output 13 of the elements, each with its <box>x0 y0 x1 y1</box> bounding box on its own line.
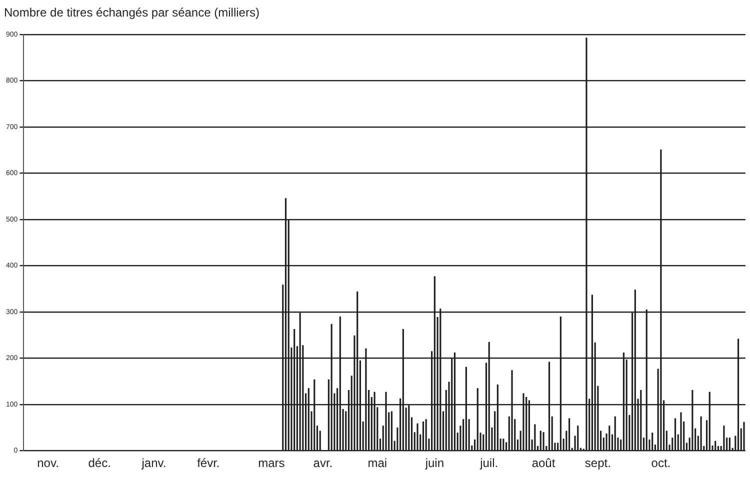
x-tick-label: déc. <box>88 456 111 470</box>
x-tick-label: juil. <box>479 456 498 470</box>
x-tick-label: mai <box>368 456 388 470</box>
x-tick-label: févr. <box>197 456 220 470</box>
x-tick-label: oct. <box>651 456 671 470</box>
x-tick-label: juin <box>424 456 444 470</box>
x-tick-label: nov. <box>37 456 59 470</box>
x-tick-label: sept. <box>584 456 611 470</box>
x-tick-label: mars <box>258 456 285 470</box>
x-tick-label: avr. <box>313 456 333 470</box>
x-tick-label: août <box>532 456 556 470</box>
chart-title: Nombre de titres échangés par séance (milliers) <box>4 6 260 20</box>
x-tick-label: janv. <box>140 456 166 470</box>
